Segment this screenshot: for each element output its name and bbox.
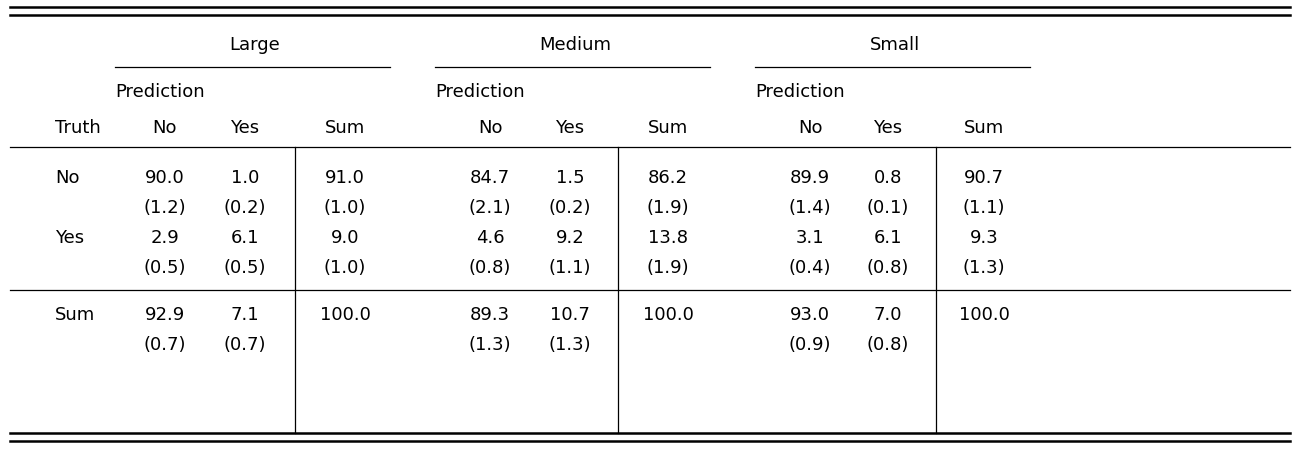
Text: (0.8): (0.8) xyxy=(867,258,909,276)
Text: Large: Large xyxy=(229,36,280,54)
Text: Sum: Sum xyxy=(963,119,1004,137)
Text: Sum: Sum xyxy=(55,305,95,323)
Text: (0.2): (0.2) xyxy=(548,198,591,216)
Text: 2.9: 2.9 xyxy=(151,229,180,246)
Text: 1.5: 1.5 xyxy=(556,169,585,187)
Text: 3.1: 3.1 xyxy=(796,229,824,246)
Text: Prediction: Prediction xyxy=(435,83,525,101)
Text: 0.8: 0.8 xyxy=(874,169,902,187)
Text: Yes: Yes xyxy=(55,229,85,246)
Text: 86.2: 86.2 xyxy=(648,169,687,187)
Text: 9.3: 9.3 xyxy=(970,229,999,246)
Text: (1.1): (1.1) xyxy=(548,258,591,276)
Text: Prediction: Prediction xyxy=(115,83,204,101)
Text: 9.2: 9.2 xyxy=(556,229,585,246)
Text: 7.1: 7.1 xyxy=(230,305,259,323)
Text: Medium: Medium xyxy=(539,36,611,54)
Text: No: No xyxy=(152,119,177,137)
Text: 7.0: 7.0 xyxy=(874,305,902,323)
Text: 4.6: 4.6 xyxy=(475,229,504,246)
Text: Yes: Yes xyxy=(556,119,585,137)
Text: (1.3): (1.3) xyxy=(469,335,512,353)
Text: 1.0: 1.0 xyxy=(230,169,259,187)
Text: No: No xyxy=(478,119,503,137)
Text: No: No xyxy=(798,119,823,137)
Text: (0.2): (0.2) xyxy=(224,198,266,216)
Text: (0.1): (0.1) xyxy=(867,198,909,216)
Text: (0.8): (0.8) xyxy=(867,335,909,353)
Text: (1.9): (1.9) xyxy=(647,198,689,216)
Text: 6.1: 6.1 xyxy=(230,229,259,246)
Text: No: No xyxy=(55,169,79,187)
Text: 89.9: 89.9 xyxy=(790,169,831,187)
Text: 93.0: 93.0 xyxy=(790,305,829,323)
Text: 100.0: 100.0 xyxy=(958,305,1009,323)
Text: 91.0: 91.0 xyxy=(326,169,365,187)
Text: 13.8: 13.8 xyxy=(648,229,687,246)
Text: (0.9): (0.9) xyxy=(789,335,831,353)
Text: (0.7): (0.7) xyxy=(224,335,266,353)
Text: (1.1): (1.1) xyxy=(962,198,1005,216)
Text: 10.7: 10.7 xyxy=(549,305,590,323)
Text: (0.7): (0.7) xyxy=(143,335,186,353)
Text: 100.0: 100.0 xyxy=(643,305,694,323)
Text: (1.3): (1.3) xyxy=(962,258,1005,276)
Text: 92.9: 92.9 xyxy=(145,305,185,323)
Text: 9.0: 9.0 xyxy=(331,229,359,246)
Text: (1.2): (1.2) xyxy=(143,198,186,216)
Text: (1.9): (1.9) xyxy=(647,258,689,276)
Text: Sum: Sum xyxy=(648,119,689,137)
Text: 90.7: 90.7 xyxy=(963,169,1004,187)
Text: 84.7: 84.7 xyxy=(470,169,510,187)
Text: 6.1: 6.1 xyxy=(874,229,902,246)
Text: (2.1): (2.1) xyxy=(469,198,512,216)
Text: Prediction: Prediction xyxy=(755,83,845,101)
Text: Sum: Sum xyxy=(326,119,365,137)
Text: 90.0: 90.0 xyxy=(145,169,185,187)
Text: Yes: Yes xyxy=(230,119,259,137)
Text: 100.0: 100.0 xyxy=(319,305,371,323)
Text: (0.5): (0.5) xyxy=(143,258,186,276)
Text: (1.3): (1.3) xyxy=(548,335,591,353)
Text: (1.0): (1.0) xyxy=(324,198,366,216)
Text: Yes: Yes xyxy=(874,119,902,137)
Text: (0.8): (0.8) xyxy=(469,258,512,276)
Text: Truth: Truth xyxy=(55,119,100,137)
Text: 89.3: 89.3 xyxy=(470,305,510,323)
Text: (0.4): (0.4) xyxy=(789,258,831,276)
Text: (0.5): (0.5) xyxy=(224,258,266,276)
Text: (1.4): (1.4) xyxy=(789,198,831,216)
Text: (1.0): (1.0) xyxy=(324,258,366,276)
Text: Small: Small xyxy=(870,36,921,54)
